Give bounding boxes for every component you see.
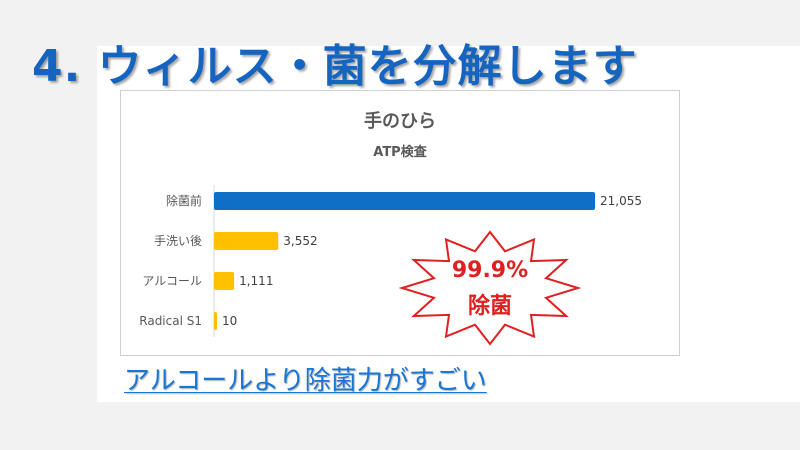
bar-0: [214, 192, 595, 210]
chart-title: 手のひら: [364, 111, 436, 132]
bar-chart: 除菌前 21,055 手洗い後 3,552 アルコール 1,111 Radical S1 10: [139, 185, 642, 337]
slide-title: 4. ウィルス・菌を分解します: [32, 41, 638, 92]
category-label-0: 除菌前: [166, 193, 202, 208]
value-label-1: 3,552: [283, 234, 317, 248]
slide-background-top: [0, 0, 800, 46]
chart-subtitle: ATP検査: [373, 145, 427, 160]
bar-1: [214, 232, 279, 250]
value-label-2: 1,111: [239, 274, 273, 288]
bottom-caption: アルコールより除菌力がすごい: [124, 366, 487, 396]
slide-background-bottom: [97, 402, 800, 450]
bar-3: [214, 312, 217, 330]
category-label-1: 手洗い後: [154, 234, 202, 248]
badge-label: 除菌: [467, 294, 512, 319]
bar-2: [214, 272, 235, 290]
slide-background-left: [0, 46, 97, 450]
badge-percent: 99.9%: [451, 258, 529, 283]
chart-frame: 手のひら ATP検査 除菌前 21,055 手洗い後 3,552 アルコール 1,111 R…: [120, 90, 680, 356]
category-label-2: アルコール: [142, 274, 202, 288]
value-label-3: 10: [222, 314, 237, 328]
starburst-badge-icon: [398, 230, 582, 346]
value-label-0: 21,055: [600, 194, 642, 208]
category-label-3: Radical S1: [139, 314, 202, 328]
